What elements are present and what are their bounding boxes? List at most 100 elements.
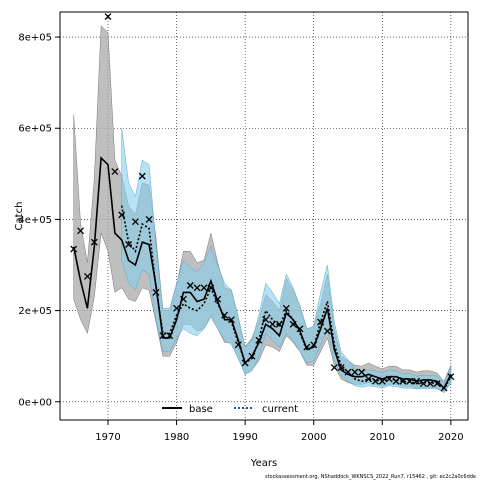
observed-point-stroke (399, 377, 407, 385)
observed-point-marker (275, 320, 283, 328)
observed-point-stroke (104, 13, 112, 21)
current-line (120, 205, 452, 391)
observed-point-marker (303, 343, 311, 351)
observed-point-marker (248, 352, 256, 360)
observed-point-stroke (131, 218, 139, 226)
observed-point-stroke (447, 373, 455, 381)
observed-point-marker (385, 375, 393, 383)
observed-point-marker (173, 304, 181, 312)
observed-point-marker (145, 215, 153, 223)
legend-current-label: current (262, 404, 298, 415)
observed-point-stroke (118, 211, 126, 219)
observed-point-marker (365, 375, 373, 383)
observed-point-marker (70, 245, 78, 253)
observed-point-marker (227, 316, 235, 324)
observed-point-stroke (83, 272, 91, 280)
observed-point-stroke (282, 304, 290, 312)
observed-point-stroke (323, 327, 331, 335)
observed-point-stroke (227, 316, 235, 324)
observed-point-stroke (138, 172, 146, 180)
y-tick-label: 4e+05 (18, 215, 52, 226)
observed-point-stroke (358, 368, 366, 376)
observed-point-stroke (303, 343, 311, 351)
current-confidence-band (121, 128, 452, 393)
observed-point-marker (118, 211, 126, 219)
observed-point-stroke (221, 311, 229, 319)
observed-point-marker (262, 316, 270, 324)
observed-point-stroke (413, 377, 421, 385)
observed-point-marker (337, 364, 345, 372)
observed-point-stroke (70, 245, 78, 253)
footer-note: stockassessment.org, NShaddock_WKNSCS_20… (265, 474, 476, 480)
y-tick-label: 2e+05 (18, 306, 52, 317)
observed-point-marker (138, 172, 146, 180)
observed-point-marker (241, 359, 249, 367)
y-tick-label: 8e+05 (18, 33, 52, 44)
x-axis-label: Years (250, 458, 277, 469)
observed-point-stroke (371, 377, 379, 385)
observed-point-stroke (351, 368, 359, 376)
observed-point-marker (358, 368, 366, 376)
y-axis-label: Catch (14, 202, 25, 231)
observed-point-marker (351, 368, 359, 376)
observed-point-marker (296, 325, 304, 333)
observed-point-marker (323, 327, 331, 335)
confidence-bands (73, 25, 452, 393)
observed-point-stroke (296, 325, 304, 333)
observed-point-marker (330, 364, 338, 372)
observed-point-stroke (262, 316, 270, 324)
x-tick-label: 2010 (370, 432, 395, 443)
observed-point-stroke (111, 168, 119, 176)
observed-point-stroke (200, 284, 208, 292)
observed-point-stroke (241, 359, 249, 367)
observed-point-stroke (186, 282, 194, 289)
observed-point-marker (419, 380, 427, 387)
observed-point-marker (104, 13, 112, 21)
x-tick-label: 2000 (301, 432, 326, 443)
y-axis: 0e+00 2e+05 4e+05 6e+05 8e+05 (18, 33, 60, 408)
x-tick-label: 1990 (232, 432, 257, 443)
observed-point-marker (399, 377, 407, 385)
y-tick-label: 0e+00 (18, 397, 52, 408)
observed-point-marker (159, 332, 167, 340)
x-tick-label: 1980 (164, 432, 189, 443)
observed-point-stroke (310, 341, 318, 349)
observed-point-stroke (207, 284, 215, 292)
observed-point-marker (207, 284, 215, 292)
observed-point-marker (234, 341, 242, 349)
observed-point-marker (426, 380, 434, 387)
observed-point-marker (317, 318, 325, 326)
observed-point-stroke (125, 241, 133, 248)
observed-point-marker (131, 218, 139, 226)
observed-point-stroke (248, 352, 256, 360)
observed-point-stroke (330, 364, 338, 372)
observed-point-marker (371, 377, 379, 385)
y-tick-label: 6e+05 (18, 124, 52, 135)
observed-point-marker (378, 377, 386, 385)
observed-point-marker (186, 282, 194, 289)
observed-point-marker (179, 295, 187, 303)
plot-frame (59, 11, 469, 421)
legend-base-label: base (189, 404, 213, 415)
observed-point-marker (200, 284, 208, 292)
observed-point-stroke (317, 318, 325, 326)
observed-point-marker (344, 368, 352, 376)
observed-point-stroke (255, 336, 263, 344)
observed-point-marker (392, 377, 400, 385)
observed-point-stroke (173, 304, 181, 312)
legend: base current (162, 404, 298, 415)
observed-point-stroke (440, 384, 448, 392)
observed-point-marker (214, 295, 222, 303)
observed-point-marker (125, 241, 133, 248)
observed-point-stroke (433, 380, 441, 387)
observed-point-marker (310, 341, 318, 349)
observed-point-marker (440, 384, 448, 392)
observed-point-stroke (392, 377, 400, 385)
x-tick-label: 2020 (438, 432, 463, 443)
observed-point-stroke (419, 380, 427, 387)
observed-point-marker (406, 377, 414, 385)
observed-point-stroke (385, 375, 393, 383)
observed-point-marker (433, 380, 441, 387)
observed-point-marker (111, 168, 119, 176)
x-axis: 1970 1980 1990 2000 2010 2020 (95, 420, 464, 443)
